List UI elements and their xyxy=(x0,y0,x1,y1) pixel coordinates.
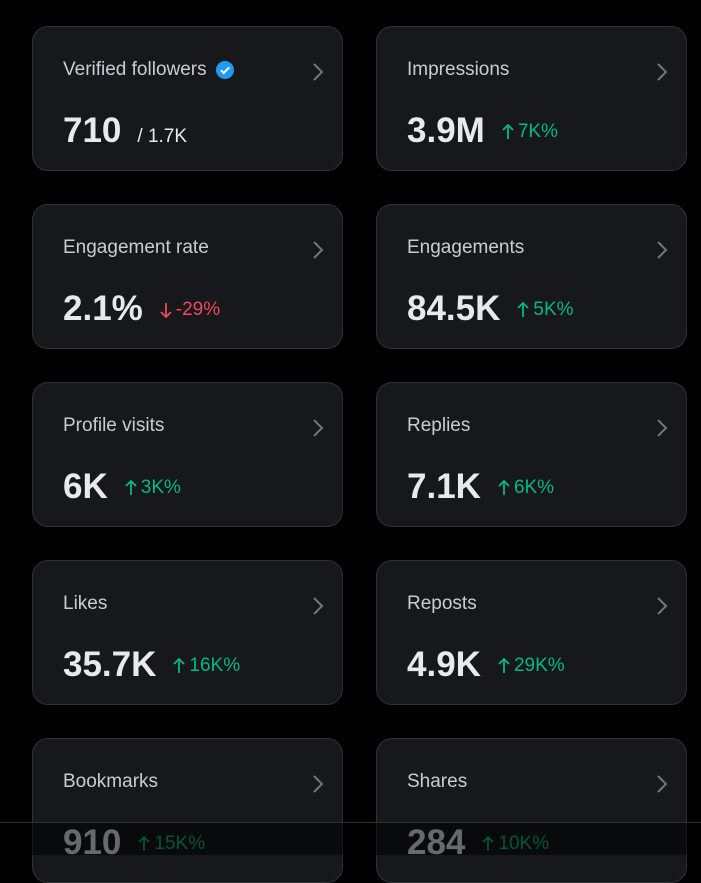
label-text: Profile visits xyxy=(63,415,165,436)
label-text: Shares xyxy=(407,771,468,792)
metric-card[interactable]: Engagement rate 2.1% -29% xyxy=(32,204,343,349)
metric-value: 35.7K xyxy=(63,645,157,684)
change-text: 6K% xyxy=(513,477,555,498)
chevron xyxy=(657,241,668,259)
change-arrow xyxy=(502,123,514,139)
bottom-nav xyxy=(0,822,701,855)
metric-label: Likes xyxy=(63,593,107,615)
chevron xyxy=(313,597,324,615)
change-arrow xyxy=(517,301,530,317)
chevron xyxy=(313,775,324,793)
metric-card[interactable]: Shares28410K% xyxy=(376,738,687,883)
metric-label: Reposts xyxy=(407,593,477,615)
metric-total: / 1.7K xyxy=(137,126,188,147)
label-text: Verified followers xyxy=(63,59,207,80)
label-text: Bookmarks xyxy=(63,771,159,792)
metric-value: 84.5K xyxy=(407,289,501,328)
metric-value: 7.1K xyxy=(407,467,481,506)
metric-label: Shares xyxy=(407,771,467,793)
change-text: 7K% xyxy=(517,121,558,142)
change-text: 5K% xyxy=(533,299,574,320)
metric-change: -29% xyxy=(159,299,220,321)
metric-label: Profile visits xyxy=(63,415,164,437)
metric-value: 2.1% xyxy=(63,289,143,328)
chevron xyxy=(657,597,668,615)
metric-row: 84.5K 5K% xyxy=(407,289,574,329)
label-text: Replies xyxy=(407,415,471,436)
change-arrow xyxy=(498,657,510,673)
metric-card[interactable]: Engagements 84.5K 5K% xyxy=(376,204,687,349)
metric-row: 35.7K 16K% xyxy=(63,645,240,685)
metric-card[interactable]: Replies 7.1K 6K% xyxy=(376,382,687,527)
metric-row: 710 / 1.7K xyxy=(63,111,187,151)
metric-value: 6K xyxy=(63,467,108,506)
verified-badge xyxy=(215,61,234,79)
metric-change: 29K% xyxy=(497,655,565,677)
chevron xyxy=(657,775,668,793)
label-text: Engagement rate xyxy=(63,237,209,258)
label-text: Impressions xyxy=(407,59,510,80)
chevron xyxy=(313,419,324,437)
label-text: Engagements xyxy=(407,237,525,258)
change-arrow xyxy=(125,479,137,495)
chevron xyxy=(313,241,324,259)
metric-label: Verified followers xyxy=(63,59,235,81)
metric-card[interactable]: Profile visits 6K 3K% xyxy=(32,382,343,527)
change-text: -29% xyxy=(175,299,221,320)
metric-row: 4.9K 29K% xyxy=(407,645,565,685)
metric-row: 2.1% -29% xyxy=(63,289,220,329)
metric-value: 710 xyxy=(63,111,122,150)
metric-change: 3K% xyxy=(124,477,181,499)
change-arrow xyxy=(160,303,172,319)
metric-label: Bookmarks xyxy=(63,771,158,793)
change-arrow xyxy=(498,479,510,495)
metric-row: 3.9M 7K% xyxy=(407,111,558,151)
label-text: Reposts xyxy=(407,593,477,614)
metric-card[interactable]: Reposts 4.9K 29K% xyxy=(376,560,687,705)
metric-card[interactable]: Likes 35.7K 16K% xyxy=(32,560,343,705)
change-arrow xyxy=(173,657,186,673)
metric-change: 7K% xyxy=(501,121,558,143)
metric-row: 7.1K 6K% xyxy=(407,467,554,507)
metric-change: 6K% xyxy=(497,477,554,499)
metric-value: 4.9K xyxy=(407,645,481,684)
change-text: 16K% xyxy=(189,655,241,676)
change-text: 3K% xyxy=(140,477,181,498)
label-text: Likes xyxy=(63,593,108,614)
metric-change: 5K% xyxy=(516,299,574,321)
change-text: 29K% xyxy=(513,655,565,676)
metric-row: 6K 3K% xyxy=(63,467,181,507)
metric-label: Engagements xyxy=(407,237,524,259)
screen: Verified followers 710 / 1.7K Impressions 3.… xyxy=(0,26,701,883)
metric-card[interactable]: Bookmarks91015K% xyxy=(32,738,343,883)
chevron xyxy=(657,63,668,81)
chevron xyxy=(313,63,324,81)
metric-card[interactable]: Impressions 3.9M 7K% xyxy=(376,26,687,171)
metric-label: Impressions xyxy=(407,59,509,81)
metric-value: 3.9M xyxy=(407,111,485,150)
metric-change: 16K% xyxy=(172,655,240,677)
metric-card[interactable]: Verified followers 710 / 1.7K xyxy=(32,26,343,171)
metric-label: Replies xyxy=(407,415,470,437)
metric-label: Engagement rate xyxy=(63,237,209,259)
chevron xyxy=(657,419,668,437)
